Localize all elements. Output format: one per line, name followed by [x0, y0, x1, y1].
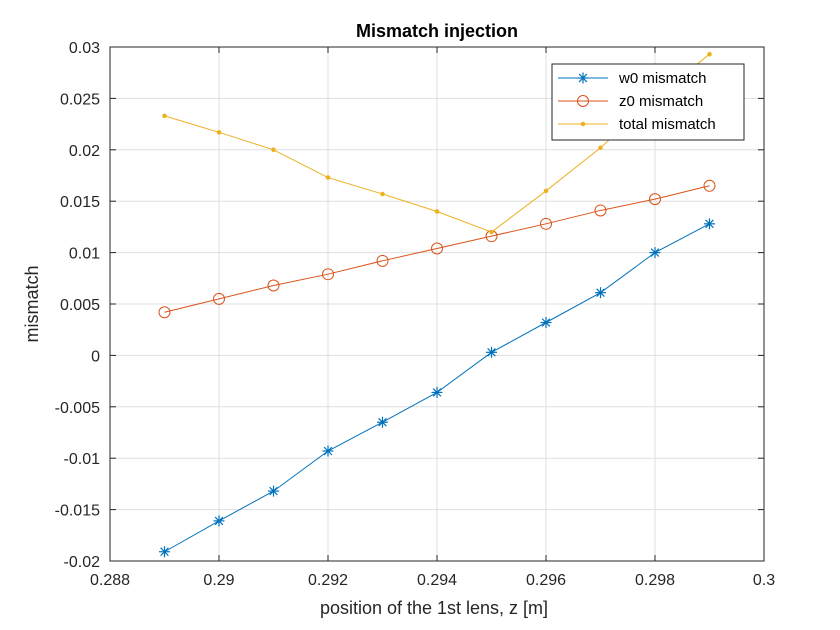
x-tick-label: 0.3	[753, 572, 775, 589]
y-tick-label: 0.01	[69, 246, 100, 263]
y-tick-label: 0.03	[69, 40, 100, 57]
y-tick-label: 0.025	[60, 91, 100, 108]
legend-label: z0 mismatch	[619, 93, 703, 110]
data-point	[540, 317, 552, 329]
data-point	[703, 179, 716, 192]
data-point	[271, 147, 276, 153]
legend-entry: z0 mismatch	[558, 93, 703, 110]
data-point	[598, 145, 603, 151]
data-point	[543, 188, 549, 194]
data-point	[213, 292, 225, 305]
data-point	[376, 254, 389, 267]
y-tick-label: 0.02	[69, 143, 100, 160]
data-point	[431, 386, 443, 398]
x-axis-label: position of the 1st lens, z [m]	[320, 598, 548, 618]
x-tick-label: 0.294	[417, 572, 457, 589]
data-point	[595, 287, 606, 299]
y-tick-label: -0.015	[55, 503, 100, 520]
y-tick-label: -0.01	[64, 451, 101, 468]
legend-marker	[577, 72, 589, 84]
legend-label: w0 mismatch	[618, 70, 707, 87]
legend-entry: w0 mismatch	[558, 70, 707, 87]
data-point	[162, 113, 167, 119]
series-w0-mismatch	[159, 218, 715, 558]
data-point	[325, 175, 331, 180]
y-tick-label: -0.02	[64, 554, 101, 571]
data-point	[704, 218, 715, 230]
data-point	[649, 247, 661, 259]
chart-title: Mismatch injection	[356, 21, 518, 41]
y-tick-label: -0.005	[55, 400, 100, 417]
data-point	[707, 51, 712, 57]
data-point	[486, 346, 497, 358]
x-tick-label: 0.292	[308, 572, 348, 589]
data-point	[322, 445, 334, 457]
legend-entry: total mismatch	[558, 116, 716, 133]
data-point	[213, 515, 225, 527]
x-tick-label: 0.296	[526, 572, 566, 589]
legend-marker	[577, 95, 589, 107]
x-tick-label: 0.298	[635, 572, 675, 589]
x-tick-label: 0.29	[203, 572, 234, 589]
series-line	[164, 185, 710, 313]
series-z0-mismatch	[158, 179, 716, 319]
data-point	[594, 204, 607, 217]
data-point	[159, 546, 170, 558]
x-tick-label: 0.288	[90, 572, 130, 589]
data-point	[158, 306, 171, 319]
data-point	[322, 268, 334, 281]
legend-label: total mismatch	[619, 116, 716, 133]
data-point	[431, 242, 443, 255]
data-point	[380, 191, 385, 197]
y-tick-label: 0.015	[60, 194, 100, 211]
axis-ticks	[109, 46, 765, 562]
y-axis-label: mismatch	[22, 265, 42, 342]
data-point	[267, 279, 280, 292]
data-point	[649, 193, 661, 206]
data-point	[489, 229, 494, 235]
y-tick-label: 0.005	[60, 297, 100, 314]
legend: w0 mismatch z0 mismatch total mismatch	[551, 63, 745, 141]
data-point	[216, 130, 222, 135]
data-point	[434, 209, 440, 214]
data-point	[540, 217, 552, 230]
data-point	[268, 485, 279, 497]
y-tick-label: 0	[91, 348, 100, 365]
legend-marker	[580, 121, 586, 127]
data-point	[377, 416, 388, 428]
series-layer	[158, 51, 716, 558]
tick-labels: 0.288 0.29 0.292 0.294 0.296 0.298 0.3 -0.02 -0.…	[55, 40, 776, 589]
